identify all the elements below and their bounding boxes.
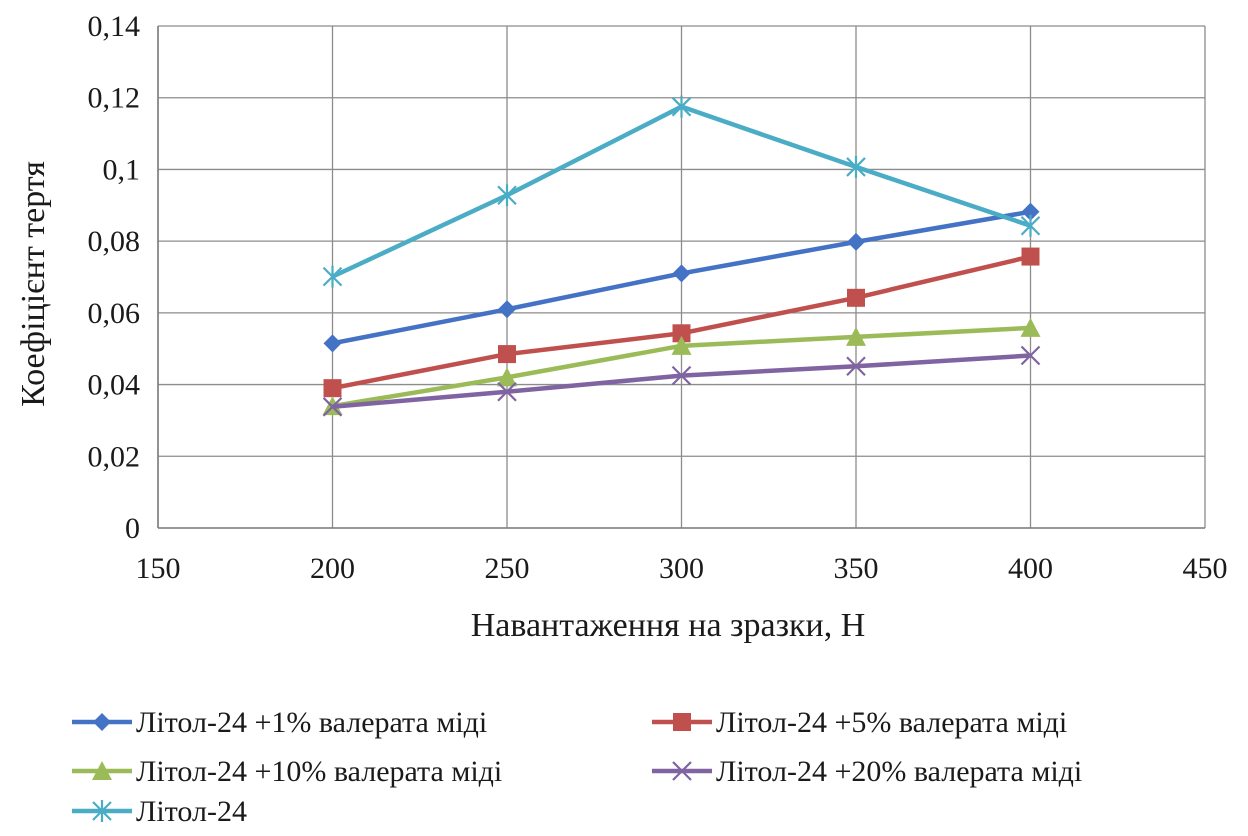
x-tick-label: 200 <box>310 552 355 585</box>
series-group <box>323 202 1040 353</box>
data-point <box>671 95 692 118</box>
legend-marker <box>92 761 112 780</box>
legend: Літол-24 +1% валерата міді Літол-24 +5% в… <box>72 706 1082 828</box>
series-group <box>322 95 1041 288</box>
series <box>322 95 1041 417</box>
data-point <box>846 356 866 377</box>
data-point <box>847 232 865 251</box>
data-point <box>1021 202 1040 221</box>
y-tick-label: 0,08 <box>88 225 141 258</box>
legend-marker <box>92 800 112 822</box>
legend-item: Літол-24 +20% валерата міді <box>652 755 1082 788</box>
data-point <box>498 300 516 319</box>
x-tick-label: 250 <box>485 552 530 585</box>
series-group <box>322 345 1041 417</box>
legend-item: Літол-24 +10% валерата міді <box>72 755 502 788</box>
data-point <box>497 367 517 387</box>
y-tick-label: 0,04 <box>88 369 141 402</box>
tick-labels: 0 0,02 0,04 0,06 0,08 0,1 0,12 0,14 150 200 250 300… <box>88 10 1228 585</box>
data-point <box>846 155 866 178</box>
legend-item: Літол-24 +1% валерата міді <box>72 706 487 739</box>
x-tick-label: 150 <box>136 552 181 585</box>
y-axis-title: Коефіцієнт тертя <box>15 161 52 407</box>
x-axis-title: Навантаження на зразки, Н <box>471 607 866 644</box>
legend-label: Літол-24 +5% валерата міді <box>716 706 1067 739</box>
data-point <box>1021 247 1040 266</box>
y-tick-label: 0,02 <box>88 440 141 473</box>
y-tick-label: 0 <box>125 512 140 545</box>
data-point <box>1020 345 1041 366</box>
x-tick-label: 450 <box>1183 552 1228 585</box>
x-tick-label: 400 <box>1008 552 1053 585</box>
y-tick-label: 0,14 <box>88 10 141 43</box>
data-point <box>671 365 692 386</box>
legend-marker <box>673 713 691 731</box>
series-group <box>322 317 1041 416</box>
data-point <box>1020 317 1041 337</box>
legend-item: Літол-24 +5% валерата міді <box>652 706 1067 739</box>
data-point <box>322 397 343 417</box>
data-point <box>498 345 516 364</box>
legend-marker <box>672 761 692 781</box>
data-point <box>846 326 866 346</box>
y-tick-label: 0,06 <box>88 297 141 330</box>
x-tick-label: 350 <box>834 552 879 585</box>
legend-label: Літол-24 +10% валерата міді <box>136 755 502 788</box>
y-tick-label: 0,12 <box>88 82 141 115</box>
data-point <box>323 379 342 398</box>
axes <box>157 26 1205 529</box>
x-tick-label: 300 <box>659 552 704 585</box>
legend-item: Літол-24 <box>72 795 247 828</box>
data-point <box>672 324 691 343</box>
data-point <box>847 288 865 307</box>
data-point <box>671 335 692 355</box>
data-point <box>497 184 517 207</box>
legend-label: Літол-24 <box>136 795 247 828</box>
series-group <box>323 247 1040 398</box>
data-point <box>322 265 343 288</box>
legend-label: Літол-24 +1% валерата міді <box>136 706 487 739</box>
data-point <box>497 381 517 402</box>
legend-label: Літол-24 +20% валерата міді <box>716 755 1082 788</box>
data-point <box>672 264 691 283</box>
legend-marker <box>93 713 111 731</box>
y-tick-label: 0,1 <box>103 153 141 186</box>
data-point <box>323 334 342 353</box>
data-point <box>1020 214 1041 237</box>
